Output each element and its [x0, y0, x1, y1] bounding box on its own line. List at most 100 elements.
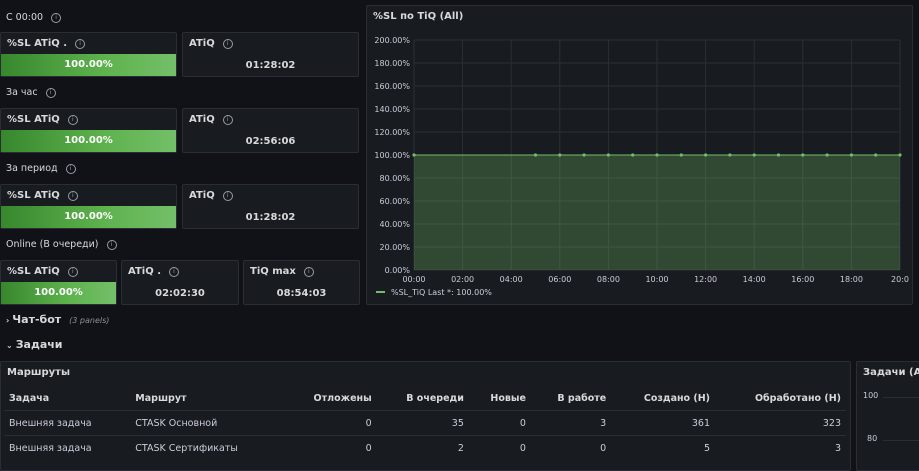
data-point: [533, 153, 538, 157]
stat-online-atiq[interactable]: ATiQ .i 02:02:30: [121, 260, 239, 305]
data-point: [898, 153, 902, 157]
tasks-gridline: [883, 397, 919, 398]
info-icon[interactable]: i: [67, 115, 78, 125]
data-point: [655, 153, 659, 157]
data-point: [558, 153, 562, 157]
y-tick-label: 160.00%: [374, 82, 410, 91]
column-header[interactable]: Обработано (Н): [754, 392, 841, 404]
sl-tiq-chart[interactable]: 0.00% 20.00% 40.00% 60.00% 80.00% 100.00% 120.…: [367, 6, 914, 306]
info-icon[interactable]: i: [169, 267, 179, 277]
x-tick-label: 04:00: [500, 275, 523, 284]
table-cell: CTASK Основной: [130, 410, 284, 436]
data-point: [825, 153, 829, 157]
data-point: [704, 153, 708, 157]
data-point: [679, 153, 683, 157]
info-icon[interactable]: i: [222, 39, 233, 49]
chevron-down-icon: ⌄: [6, 341, 13, 350]
table-cell: CTASK Сертификаты: [130, 435, 284, 460]
table-cell: 0: [283, 435, 377, 460]
column-header[interactable]: В очереди: [406, 392, 464, 404]
y-tick-label: 180.00%: [374, 59, 410, 68]
sl-gauge-bar: 100.00%: [1, 282, 116, 304]
x-tick-label: 14:00: [743, 275, 766, 284]
column-header[interactable]: Новые: [490, 392, 526, 404]
atiq-value: 01:28:02: [245, 60, 296, 71]
info-icon[interactable]: i: [51, 13, 62, 23]
table-cell: Внешняя задача: [4, 435, 131, 460]
data-point: [874, 153, 878, 157]
y-tick-label: 80.00%: [379, 174, 410, 183]
x-tick-label: 16:00: [791, 275, 814, 284]
table-row[interactable]: Внешняя задача CTASK Основной 0 35 0 3 361 323: [4, 410, 846, 436]
atiq-value: 02:02:30: [155, 288, 205, 299]
tiqmax-value: 08:54:03: [276, 288, 327, 299]
info-icon[interactable]: i: [67, 267, 78, 277]
column-header[interactable]: Маршрут: [135, 392, 187, 404]
legend-swatch: [376, 291, 385, 293]
stat-online-tiqmax[interactable]: TiQ max i 08:54:03: [243, 260, 360, 305]
stat-hour-sl[interactable]: %SL ATiQ i 100.00%: [0, 108, 177, 153]
y-tick-label: 100.00%: [374, 151, 410, 160]
y-tick-label: 40.00%: [379, 220, 410, 229]
x-tick-label: 20:0: [891, 275, 909, 284]
data-point: [752, 153, 756, 157]
sl-tiq-chart-panel[interactable]: %SL по TiQ (All) 0.00% 20.00% 40.00% 60.00%…: [366, 5, 913, 305]
data-point: [631, 153, 635, 157]
data-point: [412, 153, 416, 157]
table-row[interactable]: Внешняя задача CTASK Сертификаты 0 2 0 0 5 3: [4, 435, 846, 460]
tasks-y-tick: 80: [867, 434, 878, 443]
y-tick-label: 140.00%: [374, 105, 410, 114]
data-point: [776, 153, 781, 157]
sl-gauge-bar: 100.00%: [1, 130, 176, 152]
x-tick-label: 02:00: [451, 275, 474, 284]
x-tick-label: 12:00: [694, 275, 717, 284]
routes-table: Задача Маршрут Отложены В очереди Новые В раб…: [4, 386, 846, 460]
info-icon[interactable]: i: [106, 240, 117, 250]
data-point: [801, 153, 805, 157]
section-hour-label: За час i: [6, 87, 56, 98]
info-icon[interactable]: i: [65, 164, 76, 174]
row-tasks-toggle[interactable]: ⌄ Задачи: [6, 338, 63, 351]
info-icon[interactable]: i: [303, 267, 314, 277]
stat-period-sl[interactable]: %SL ATiQ i 100.00%: [0, 184, 177, 229]
atiq-value: 01:28:02: [245, 212, 296, 223]
table-cell: 2: [376, 435, 469, 460]
data-point: [582, 153, 586, 157]
table-cell: 3: [530, 410, 612, 436]
stat-since-atiq[interactable]: ATiQ i 01:28:02: [182, 32, 359, 77]
y-tick-label: 0.00%: [385, 266, 411, 275]
tasks-chart-panel[interactable]: Задачи (All) 100 80: [856, 361, 919, 471]
stat-since-sl[interactable]: %SL ATiQ .i 100.00%: [0, 32, 177, 77]
sl-gauge-bar: 100.00%: [1, 54, 176, 76]
table-cell: 35: [376, 410, 469, 436]
table-cell: 5: [611, 435, 716, 460]
stat-period-atiq[interactable]: ATiQ i 01:28:02: [182, 184, 359, 229]
info-icon[interactable]: i: [45, 88, 56, 98]
y-tick-label: 200.00%: [374, 36, 410, 45]
series-area: [414, 155, 900, 270]
table-cell: 361: [611, 410, 716, 436]
row-chatbot-toggle[interactable]: › Чат-бот (3 panels): [6, 313, 110, 326]
x-tick-label: 18:00: [840, 275, 863, 284]
chart-legend[interactable]: %SL_TiQ Last *: 100.00%: [376, 288, 492, 297]
x-tick-label: 00:00: [402, 275, 425, 284]
info-icon[interactable]: i: [222, 115, 233, 125]
tasks-y-tick: 100: [863, 391, 879, 400]
info-icon[interactable]: i: [222, 191, 233, 201]
routes-table-panel[interactable]: Маршруты Задача Маршрут Отложены В очереди Н…: [0, 361, 851, 471]
stat-hour-atiq[interactable]: ATiQ i 02:56:06: [182, 108, 359, 153]
data-point: [606, 153, 610, 157]
atiq-value: 02:56:06: [245, 136, 296, 147]
column-header[interactable]: Отложены: [313, 392, 372, 404]
column-header[interactable]: В работе: [557, 392, 607, 404]
x-tick-label: 08:00: [597, 275, 620, 284]
column-header[interactable]: Задача: [9, 392, 50, 404]
stat-online-sl[interactable]: %SL ATiQ i 100.00%: [0, 260, 117, 305]
info-icon[interactable]: i: [75, 39, 86, 49]
column-header[interactable]: Создано (Н): [643, 392, 711, 404]
data-point: [728, 153, 732, 157]
section-period-label: За период i: [6, 163, 76, 174]
table-cell: 3: [715, 435, 846, 460]
info-icon[interactable]: i: [67, 191, 78, 201]
table-cell: 0: [468, 410, 531, 436]
